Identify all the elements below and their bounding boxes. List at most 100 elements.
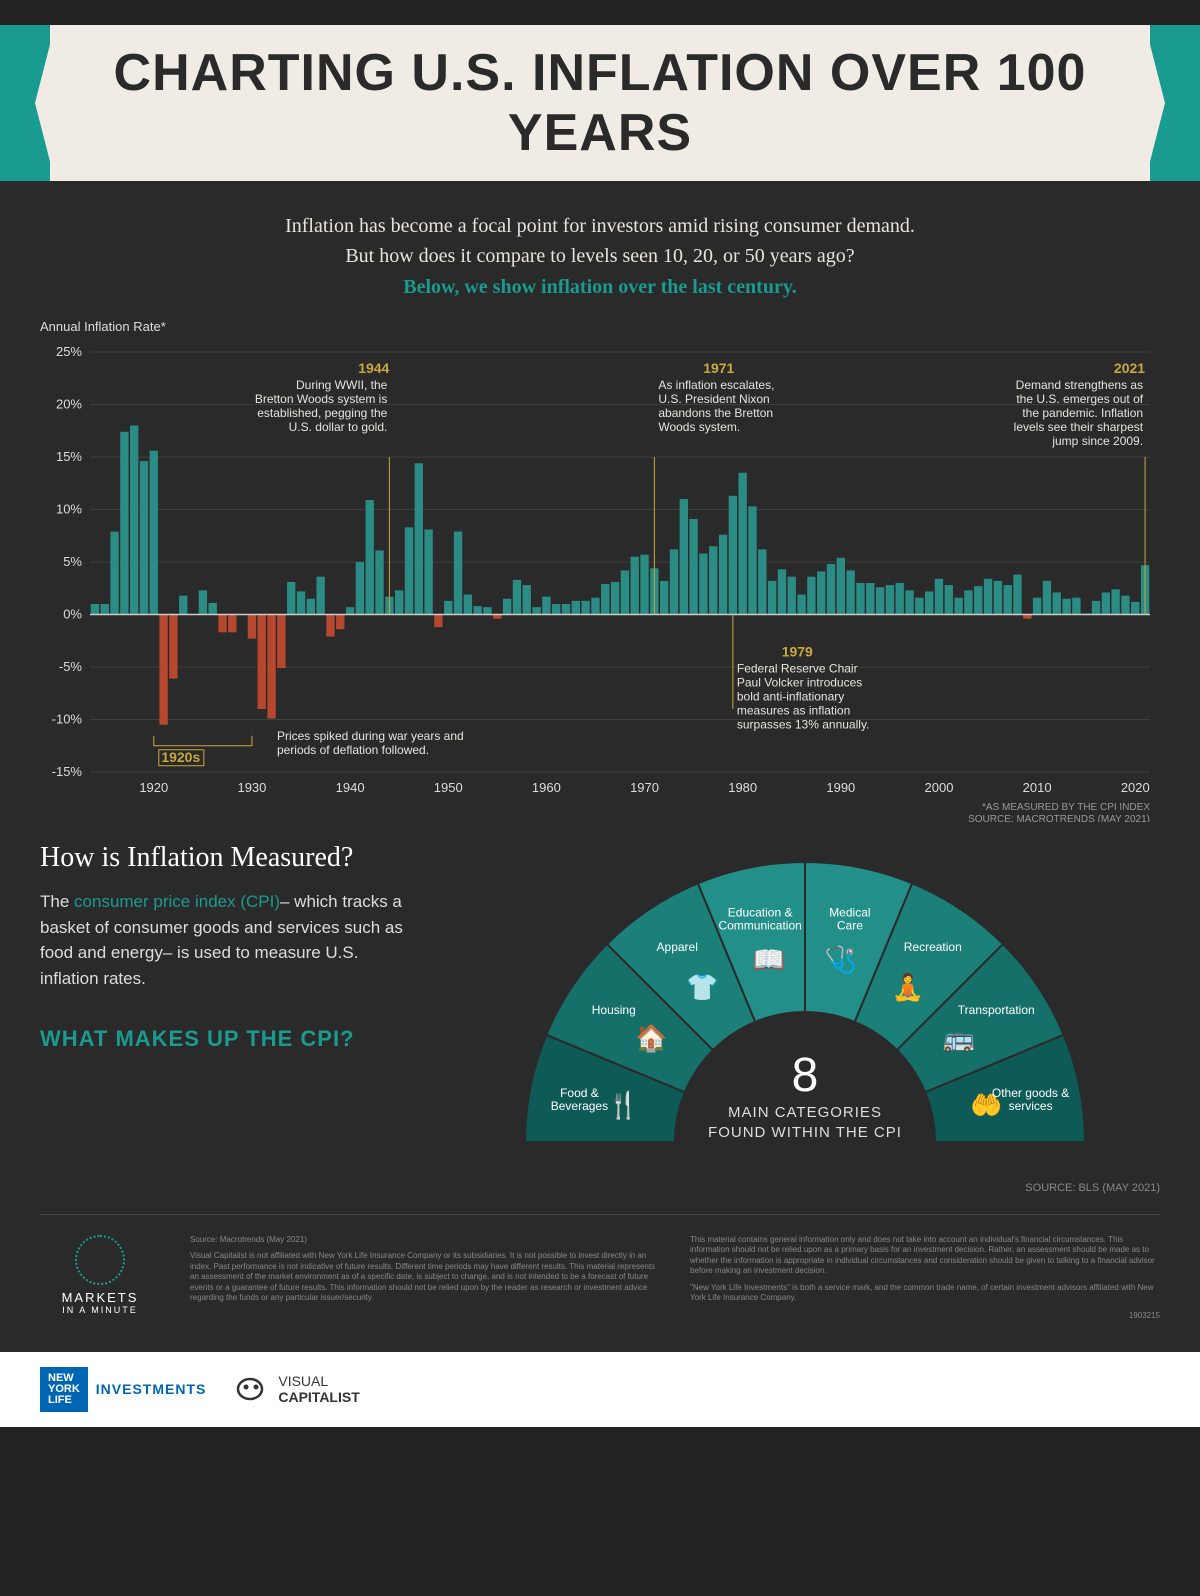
svg-text:1920s: 1920s: [161, 749, 200, 765]
chart-area: Annual Inflation Rate* -15% -10% -5% 0% 5% 10…: [40, 319, 1160, 827]
svg-text:🩺: 🩺: [825, 945, 857, 975]
svg-text:1971: 1971: [703, 360, 734, 376]
svg-text:🧘: 🧘: [892, 972, 924, 1002]
svg-text:SOURCE: MACROTRENDS (MAY 2021): SOURCE: MACROTRENDS (MAY 2021): [968, 814, 1150, 822]
svg-text:2020: 2020: [1121, 780, 1150, 795]
svg-text:jump since 2009.: jump since 2009.: [1051, 434, 1143, 448]
svg-text:📖: 📖: [753, 945, 785, 975]
footer-source: Source: Macrotrends (May 2021): [190, 1235, 660, 1245]
svg-text:1944: 1944: [358, 360, 389, 376]
footer-disclaimer-1: Visual Capitalist is not affiliated with…: [190, 1251, 660, 1303]
mim-text-1: MARKETS: [40, 1290, 160, 1305]
svg-text:1980: 1980: [728, 780, 757, 795]
svg-text:1940: 1940: [336, 780, 365, 795]
arc-number: 8: [708, 1048, 902, 1103]
svg-text:5%: 5%: [63, 554, 82, 569]
cpi-question: WHAT MAKES UP THE CPI?: [40, 1026, 420, 1052]
svg-text:established, pegging the: established, pegging the: [257, 406, 387, 420]
svg-text:1950: 1950: [434, 780, 463, 795]
svg-text:bold anti-inflationary: bold anti-inflationary: [737, 690, 844, 704]
footer-code: 1903215: [690, 1311, 1160, 1321]
svg-text:Bretton Woods system is: Bretton Woods system is: [255, 392, 388, 406]
arc-center-label: 8 MAIN CATEGORIES FOUND WITHIN THE CPI: [708, 1048, 902, 1142]
info-body-pre: The: [40, 892, 74, 911]
svg-text:During WWII, the: During WWII, the: [296, 378, 388, 392]
arc-subtitle-1: MAIN CATEGORIES: [708, 1103, 902, 1123]
svg-text:surpasses 13% annually.: surpasses 13% annually.: [737, 718, 870, 732]
nyl-investments-text: INVESTMENTS: [96, 1381, 207, 1397]
svg-text:levels see their sharpest: levels see their sharpest: [1014, 420, 1144, 434]
svg-text:1979: 1979: [782, 644, 813, 660]
title-box: CHARTING U.S. INFLATION OVER 100 YEARS: [50, 25, 1150, 181]
intro-line-3: Below, we show inflation over the last c…: [60, 276, 1140, 299]
svg-text:abandons the Bretton: abandons the Bretton: [658, 406, 773, 420]
mim-text-2: IN A MINUTE: [40, 1305, 160, 1315]
svg-text:-5%: -5%: [59, 659, 83, 674]
svg-text:Other goods &: Other goods &: [992, 1086, 1069, 1100]
svg-text:15%: 15%: [56, 449, 82, 464]
svg-text:-15%: -15%: [52, 764, 83, 779]
svg-text:2000: 2000: [925, 780, 954, 795]
svg-text:*AS MEASURED BY THE CPI INDEX: *AS MEASURED BY THE CPI INDEX: [982, 802, 1150, 813]
svg-text:🏠: 🏠: [635, 1023, 667, 1053]
visual-capitalist-logo: VISUALCAPITALIST: [236, 1373, 359, 1405]
svg-text:Communication: Communication: [718, 918, 801, 932]
arc-subtitle-2: FOUND WITHIN THE CPI: [708, 1123, 902, 1143]
mim-circle-icon: [75, 1235, 125, 1285]
svg-text:periods of deflation followed.: periods of deflation followed.: [277, 743, 429, 757]
vc-icon: [236, 1375, 272, 1403]
footer-disclaimer-2: This material contains general informati…: [690, 1235, 1160, 1277]
y-axis-label: Annual Inflation Rate*: [40, 319, 1160, 334]
svg-text:U.S. President Nixon: U.S. President Nixon: [658, 392, 769, 406]
svg-text:Transportation: Transportation: [958, 1003, 1035, 1017]
footer-disclaimer-right: This material contains general informati…: [690, 1235, 1160, 1322]
main-title: CHARTING U.S. INFLATION OVER 100 YEARS: [80, 43, 1120, 163]
cpi-arc-diagram: 🍴Food &Beverages🏠Housing👕Apparel📖Educati…: [450, 842, 1160, 1162]
info-section: How is Inflation Measured? The consumer …: [40, 842, 1160, 1162]
svg-text:25%: 25%: [56, 344, 82, 359]
info-title: How is Inflation Measured?: [40, 842, 420, 874]
svg-text:Prices spiked during war years: Prices spiked during war years and: [277, 729, 464, 743]
info-text-panel: How is Inflation Measured? The consumer …: [40, 842, 420, 1162]
svg-text:0%: 0%: [63, 607, 82, 622]
nyl-logo: NEW YORK LIFE INVESTMENTS: [40, 1367, 206, 1412]
svg-text:Food &: Food &: [560, 1086, 599, 1100]
intro-block: Inflation has become a focal point for i…: [60, 211, 1140, 299]
info-body: The consumer price index (CPI)– which tr…: [40, 889, 420, 991]
svg-text:-10%: -10%: [52, 712, 83, 727]
svg-text:Care: Care: [837, 918, 863, 932]
svg-text:2010: 2010: [1023, 780, 1052, 795]
svg-text:the pandemic. Inflation: the pandemic. Inflation: [1022, 406, 1143, 420]
mim-logo: MARKETS IN A MINUTE: [40, 1235, 160, 1315]
svg-text:U.S. dollar to gold.: U.S. dollar to gold.: [289, 420, 388, 434]
intro-line-2: But how does it compare to levels seen 1…: [60, 241, 1140, 271]
svg-text:Federal Reserve Chair: Federal Reserve Chair: [737, 662, 858, 676]
svg-text:2021: 2021: [1114, 360, 1145, 376]
svg-text:Apparel: Apparel: [657, 940, 698, 954]
svg-text:👕: 👕: [686, 972, 718, 1002]
svg-text:1960: 1960: [532, 780, 561, 795]
svg-text:🚌: 🚌: [943, 1023, 975, 1053]
svg-text:🍴: 🍴: [607, 1090, 639, 1121]
svg-text:Housing: Housing: [592, 1003, 636, 1017]
footer-disclaimer-3: "New York Life Investments" is both a se…: [690, 1283, 1160, 1304]
svg-text:20%: 20%: [56, 397, 82, 412]
title-band: CHARTING U.S. INFLATION OVER 100 YEARS: [0, 25, 1200, 181]
svg-text:1920: 1920: [139, 780, 168, 795]
svg-text:10%: 10%: [56, 502, 82, 517]
svg-text:As inflation escalates,: As inflation escalates,: [658, 378, 774, 392]
svg-text:services: services: [1009, 1099, 1053, 1113]
footer-disclaimer-left: Source: Macrotrends (May 2021) Visual Ca…: [190, 1235, 660, 1303]
svg-text:Education &: Education &: [728, 905, 793, 919]
svg-text:Paul Volcker introduces: Paul Volcker introduces: [737, 676, 862, 690]
svg-text:Demand strengthens as: Demand strengthens as: [1016, 378, 1143, 392]
svg-text:measures as inflation: measures as inflation: [737, 704, 850, 718]
intro-line-1: Inflation has become a focal point for i…: [60, 211, 1140, 241]
footer: MARKETS IN A MINUTE Source: Macrotrends …: [40, 1214, 1160, 1322]
svg-text:1970: 1970: [630, 780, 659, 795]
svg-text:Recreation: Recreation: [904, 940, 962, 954]
inflation-bar-chart: -15%-10%-5%0%5%10%15%20%25%1920193019401…: [40, 342, 1160, 822]
info-body-teal: consumer price index (CPI): [74, 892, 280, 911]
svg-text:the U.S. emerges out of: the U.S. emerges out of: [1016, 392, 1143, 406]
svg-text:Medical: Medical: [829, 905, 870, 919]
